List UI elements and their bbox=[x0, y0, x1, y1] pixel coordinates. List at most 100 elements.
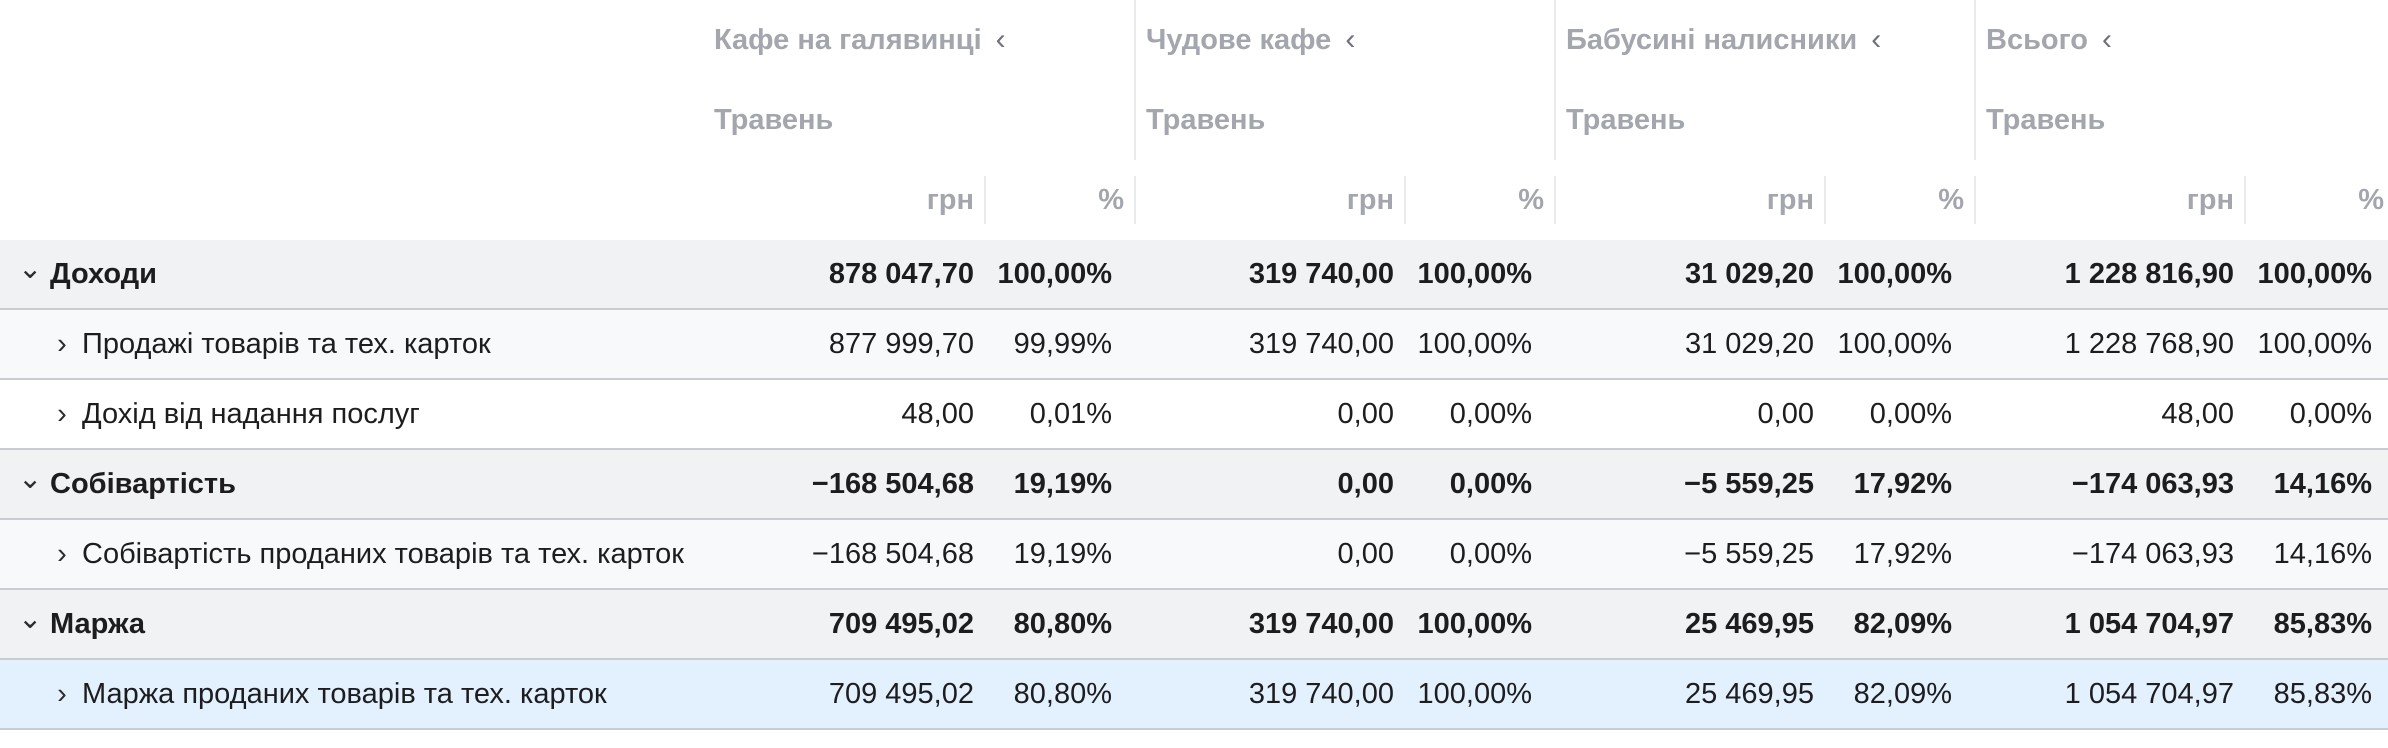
percent-cell: 19,19% bbox=[1013, 537, 1112, 570]
unit-percent-header: % bbox=[984, 176, 1134, 224]
amount-cell: 319 740,00 bbox=[1248, 257, 1394, 290]
amount-cell: 1 228 768,90 bbox=[2064, 327, 2234, 360]
percent-cell: 17,92% bbox=[1853, 467, 1952, 500]
percent-cell: 19,19% bbox=[1013, 467, 1112, 500]
row-label-text: Доходи bbox=[50, 257, 157, 290]
row-label-text: Собівартість bbox=[50, 467, 236, 500]
percent-cell: 85,83% bbox=[2273, 607, 2372, 640]
column-title: Всього bbox=[1986, 23, 2089, 56]
group-row[interactable]: ⌄ Доходи 878 047,70 100,00% 319 740,00 100,00… bbox=[0, 240, 2388, 310]
column-title: Чудове кафе bbox=[1146, 23, 1332, 56]
percent-cell: 14,16% bbox=[2273, 537, 2372, 570]
amount-cell: 0,00 bbox=[1757, 397, 1814, 430]
chevron-right-icon[interactable]: › bbox=[57, 677, 67, 710]
percent-cell: 80,80% bbox=[1013, 677, 1112, 710]
row-label: › Маржа проданих товарів та тех. карток bbox=[50, 660, 607, 728]
period-label: Травень bbox=[1146, 103, 1266, 136]
period-label: Травень bbox=[1566, 103, 1686, 136]
unit-amount-header: грн bbox=[1134, 176, 1404, 224]
percent-cell: 80,80% bbox=[1013, 607, 1112, 640]
amount-cell: 0,00 bbox=[1337, 537, 1394, 570]
row-label-text: Дохід від надання послуг bbox=[82, 397, 420, 430]
row-label-text: Собівартість проданих товарів та тех. ка… bbox=[82, 537, 684, 570]
chevron-down-icon[interactable]: ⌄ bbox=[18, 602, 43, 635]
chevron-right-icon[interactable]: › bbox=[57, 537, 67, 570]
percent-cell: 82,09% bbox=[1853, 677, 1952, 710]
percent-cell: 0,00% bbox=[1449, 537, 1532, 570]
percent-cell: 100,00% bbox=[2257, 327, 2373, 360]
amount-cell: 25 469,95 bbox=[1684, 607, 1814, 640]
amount-cell: 48,00 bbox=[2161, 397, 2234, 430]
row-label-text: Маржа проданих товарів та тех. карток bbox=[82, 677, 607, 710]
chevron-left-icon[interactable]: ‹ bbox=[2102, 23, 2113, 56]
percent-cell: 100,00% bbox=[2257, 257, 2373, 290]
period-header-row: Травень Травень Травень Травень bbox=[0, 80, 2388, 160]
table-row[interactable]: › Собівартість проданих товарів та тех. к… bbox=[0, 520, 2388, 590]
table-body: ⌄ Доходи 878 047,70 100,00% 319 740,00 100,00… bbox=[0, 240, 2388, 730]
percent-cell: 14,16% bbox=[2273, 467, 2372, 500]
chevron-left-icon[interactable]: ‹ bbox=[995, 23, 1006, 56]
column-header-4: Всього ‹ bbox=[1974, 0, 2388, 80]
column-title: Кафе на галявинці bbox=[714, 23, 982, 56]
chevron-down-icon[interactable]: ⌄ bbox=[18, 462, 43, 495]
amount-cell: 0,00 bbox=[1337, 467, 1394, 500]
amount-cell: 319 740,00 bbox=[1248, 607, 1394, 640]
amount-cell: −5 559,25 bbox=[1684, 537, 1814, 570]
percent-cell: 100,00% bbox=[1837, 257, 1953, 290]
chevron-right-icon[interactable]: › bbox=[57, 327, 67, 360]
group-row[interactable]: ⌄ Собівартість −168 504,68 19,19% 0,00 0,00% −… bbox=[0, 450, 2388, 520]
percent-cell: 85,83% bbox=[2273, 677, 2372, 710]
chevron-down-icon[interactable]: ⌄ bbox=[18, 252, 43, 285]
row-label: › Собівартість проданих товарів та тех. к… bbox=[50, 520, 684, 588]
unit-amount-header: грн bbox=[1974, 176, 2244, 224]
amount-cell: −5 559,25 bbox=[1684, 467, 1814, 500]
table-row[interactable]: › Маржа проданих товарів та тех. карток 70… bbox=[0, 660, 2388, 730]
row-label: ⌄ Собівартість bbox=[18, 450, 236, 518]
percent-cell: 82,09% bbox=[1853, 607, 1952, 640]
chevron-right-icon[interactable]: › bbox=[57, 397, 67, 430]
unit-percent-header: % bbox=[2244, 176, 2388, 224]
amount-cell: 25 469,95 bbox=[1684, 677, 1814, 710]
table-row[interactable]: › Дохід від надання послуг 48,00 0,01% 0,00 0… bbox=[0, 380, 2388, 450]
chevron-left-icon[interactable]: ‹ bbox=[1345, 23, 1356, 56]
amount-cell: 709 495,02 bbox=[828, 607, 974, 640]
percent-cell: 17,92% bbox=[1853, 537, 1952, 570]
amount-cell: 1 054 704,97 bbox=[2064, 677, 2234, 710]
period-label: Травень bbox=[1986, 103, 2106, 136]
table-row[interactable]: › Продажі товарів та тех. карток 877 999,7… bbox=[0, 310, 2388, 380]
amount-cell: 319 740,00 bbox=[1248, 327, 1394, 360]
percent-cell: 100,00% bbox=[997, 257, 1113, 290]
amount-cell: 1 228 816,90 bbox=[2064, 257, 2234, 290]
amount-cell: 877 999,70 bbox=[828, 327, 974, 360]
amount-cell: 31 029,20 bbox=[1684, 257, 1814, 290]
column-header-2: Чудове кафе ‹ bbox=[1134, 0, 1554, 80]
period-label: Травень bbox=[714, 103, 834, 136]
unit-percent-header: % bbox=[1404, 176, 1554, 224]
percent-cell: 0,01% bbox=[1029, 397, 1112, 430]
percent-cell: 100,00% bbox=[1417, 677, 1533, 710]
unit-header-row: грн% грн% грн% грн% bbox=[0, 160, 2388, 240]
percent-cell: 0,00% bbox=[1869, 397, 1952, 430]
column-title: Бабусині налисники bbox=[1566, 23, 1858, 56]
group-row[interactable]: ⌄ Маржа 709 495,02 80,80% 319 740,00 100,00% 2… bbox=[0, 590, 2388, 660]
percent-cell: 100,00% bbox=[1417, 257, 1533, 290]
amount-cell: 878 047,70 bbox=[828, 257, 974, 290]
percent-cell: 99,99% bbox=[1013, 327, 1112, 360]
period-header-4: Травень bbox=[1974, 80, 2388, 160]
amount-cell: −168 504,68 bbox=[811, 537, 974, 570]
amount-cell: −168 504,68 bbox=[811, 467, 974, 500]
amount-cell: 319 740,00 bbox=[1248, 677, 1394, 710]
percent-cell: 0,00% bbox=[1449, 467, 1532, 500]
row-label: › Продажі товарів та тех. карток bbox=[50, 310, 491, 378]
column-header-1: Кафе на галявинці ‹ bbox=[714, 0, 1134, 80]
amount-cell: 0,00 bbox=[1337, 397, 1394, 430]
period-header-1: Травень bbox=[714, 80, 1134, 160]
percent-cell: 100,00% bbox=[1417, 327, 1533, 360]
percent-cell: 100,00% bbox=[1837, 327, 1953, 360]
row-label-text: Маржа bbox=[50, 607, 146, 640]
chevron-left-icon[interactable]: ‹ bbox=[1871, 23, 1882, 56]
percent-cell: 100,00% bbox=[1417, 607, 1533, 640]
pnl-report-table: Кафе на галявинці ‹ Чудове кафе ‹ Бабусині н… bbox=[0, 0, 2388, 730]
amount-cell: 31 029,20 bbox=[1684, 327, 1814, 360]
unit-amount-header: грн bbox=[926, 183, 974, 216]
